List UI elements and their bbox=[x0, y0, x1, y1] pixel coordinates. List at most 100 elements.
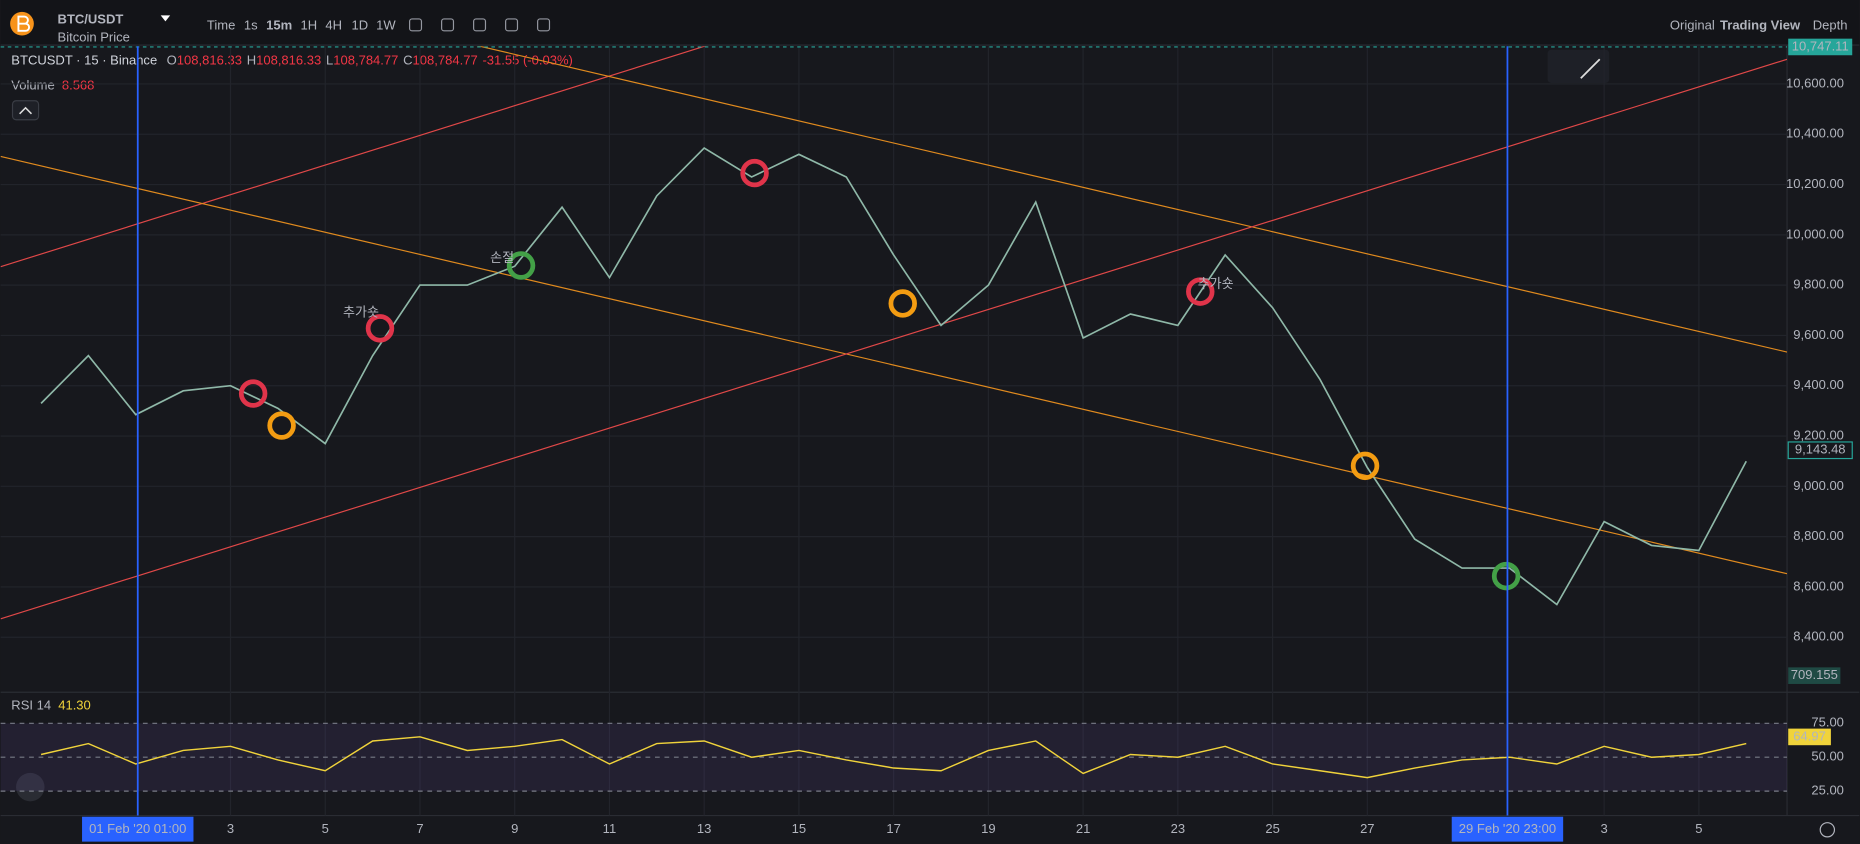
rsi-badge bbox=[1788, 728, 1831, 746]
y-tick-label: 10,200.00 bbox=[1786, 176, 1844, 191]
x-tick-label: 17 bbox=[886, 821, 900, 836]
y-tick-label: 8,400.00 bbox=[1793, 629, 1844, 644]
y-tick-label: 10,000.00 bbox=[1786, 226, 1844, 241]
rsi-badge-label: 64.97 bbox=[1793, 728, 1826, 743]
y-tick-label: 9,800.00 bbox=[1793, 277, 1844, 292]
y-tick-label: 9,200.00 bbox=[1793, 427, 1844, 442]
interval-button[interactable]: 1D bbox=[352, 18, 369, 33]
rsi-tick-label: 50.00 bbox=[1811, 749, 1844, 764]
trade-marker bbox=[506, 251, 536, 280]
last-price-badge bbox=[1787, 441, 1853, 460]
annotation: 추가숏 bbox=[343, 304, 379, 319]
legend-row: RSI 14 41.30 bbox=[11, 698, 90, 713]
x-tick-label: 13 bbox=[697, 821, 711, 836]
x-tick-label: 21 bbox=[1076, 821, 1090, 836]
y-tick-label: 10,400.00 bbox=[1786, 126, 1844, 141]
x-tick-label: 3 bbox=[227, 821, 234, 836]
legend-key: O bbox=[167, 53, 177, 68]
toolbar-icon[interactable] bbox=[537, 18, 551, 32]
collapse-button[interactable] bbox=[11, 100, 40, 121]
legend-key: L bbox=[326, 53, 333, 68]
y-tick-label: 9,000.00 bbox=[1793, 478, 1844, 493]
trend-line bbox=[0, 58, 1788, 620]
x-tick-label: 27 bbox=[1360, 821, 1374, 836]
rsi-tick-label: 75.00 bbox=[1811, 715, 1844, 730]
symbol[interactable]: BTC/USDT bbox=[58, 12, 124, 27]
legend-value: 41.30 bbox=[58, 698, 91, 713]
trend-line bbox=[0, 46, 707, 268]
trade-marker bbox=[365, 314, 395, 343]
series-line bbox=[40, 736, 1747, 779]
x-tick-label: 3 bbox=[1601, 821, 1608, 836]
legend-change: -31.55 (-0.03%) bbox=[482, 53, 572, 68]
view-tab[interactable]: Depth bbox=[1813, 18, 1848, 33]
legend-key: RSI 14 bbox=[11, 698, 51, 713]
toolbar-icon[interactable] bbox=[473, 18, 487, 32]
interval-button[interactable]: 1H bbox=[301, 18, 318, 33]
x-tick-label: 11 bbox=[603, 821, 617, 836]
y-tick-label: 9,600.00 bbox=[1793, 327, 1844, 342]
legend-value: 108,816.33 bbox=[177, 53, 242, 68]
view-tab[interactable]: Trading View bbox=[1720, 18, 1801, 33]
legend-key: C bbox=[403, 53, 412, 68]
trade-marker bbox=[740, 158, 769, 188]
legend-value: 8.568 bbox=[62, 78, 95, 93]
rsi-tick-label: 25.00 bbox=[1811, 783, 1844, 798]
trade-marker bbox=[888, 289, 917, 318]
cursor-badge bbox=[82, 816, 194, 842]
toolbar-icon[interactable] bbox=[505, 18, 519, 32]
settings-icon[interactable] bbox=[1819, 822, 1836, 838]
x-tick-label: 9 bbox=[511, 821, 518, 836]
legend-value: 108,784.77 bbox=[413, 53, 478, 68]
last-price-label: 9,143.48 bbox=[1795, 442, 1846, 457]
view-tab[interactable]: Original bbox=[1670, 18, 1715, 33]
legend-row: Volume 8.568 bbox=[11, 78, 94, 93]
interval-button[interactable]: 4H bbox=[325, 18, 342, 33]
legend-value: 108,816.33 bbox=[256, 53, 321, 68]
collapse-icon bbox=[19, 106, 33, 115]
top-bar bbox=[0, 0, 1860, 46]
trade-marker bbox=[238, 379, 268, 408]
cursor-badge bbox=[1451, 816, 1564, 842]
drawings bbox=[0, 46, 1788, 620]
trade-marker bbox=[1186, 277, 1215, 306]
legend-key: H bbox=[247, 53, 256, 68]
btc-logo-glyph bbox=[17, 15, 31, 32]
price-badge-label: 10,747.11 bbox=[1792, 38, 1849, 53]
symbol-caret[interactable] bbox=[160, 15, 171, 22]
volume-badge bbox=[1788, 667, 1841, 684]
annotation: 추가숏 bbox=[1198, 276, 1234, 291]
legend-row: BTCUSDT · 15 · Binance O108,816.33 H108,81… bbox=[11, 53, 573, 68]
legend-value: 108,784.77 bbox=[333, 53, 398, 68]
toolbar-icon[interactable] bbox=[409, 18, 423, 32]
x-tick-label: 25 bbox=[1265, 821, 1279, 836]
x-tick-label: 5 bbox=[322, 821, 329, 836]
price-badge bbox=[1788, 38, 1853, 56]
trade-marker bbox=[1350, 451, 1380, 481]
drawing-tool-icon[interactable] bbox=[1580, 58, 1601, 79]
subtitle: Bitcoin Price bbox=[58, 29, 130, 44]
drawing-toolbar[interactable] bbox=[1547, 49, 1610, 83]
cursor-label: 29 Feb '20 23:00 bbox=[1459, 821, 1556, 836]
trade-marker bbox=[1491, 561, 1521, 591]
x-tick-label: 5 bbox=[1695, 821, 1702, 836]
interval-button[interactable]: 1W bbox=[376, 18, 396, 33]
legend-symbol: BTCUSDT · 15 · Binance bbox=[11, 53, 157, 68]
trend-line bbox=[477, 46, 1788, 353]
volume-badge-label: 709.155 bbox=[1791, 667, 1838, 682]
y-tick-label: 10,600.00 bbox=[1786, 75, 1844, 90]
interval-button[interactable]: 1s bbox=[244, 18, 258, 33]
series-line bbox=[40, 147, 1747, 606]
trade-marker bbox=[267, 411, 296, 440]
trend-line bbox=[0, 155, 1788, 575]
interval-button[interactable]: 15m bbox=[266, 18, 292, 33]
toolbar-icon[interactable] bbox=[441, 18, 455, 32]
x-tick-label: 15 bbox=[792, 821, 806, 836]
legend-key: Volume bbox=[11, 78, 54, 93]
tv-logo[interactable] bbox=[16, 772, 45, 802]
y-tick-label: 8,600.00 bbox=[1793, 578, 1844, 593]
interval-button[interactable]: Time bbox=[207, 18, 235, 33]
